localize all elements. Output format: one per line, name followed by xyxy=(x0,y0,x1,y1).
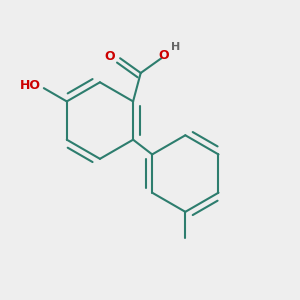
Text: O: O xyxy=(104,50,115,63)
Text: H: H xyxy=(171,42,180,52)
Text: HO: HO xyxy=(20,79,41,92)
Text: O: O xyxy=(158,50,169,62)
